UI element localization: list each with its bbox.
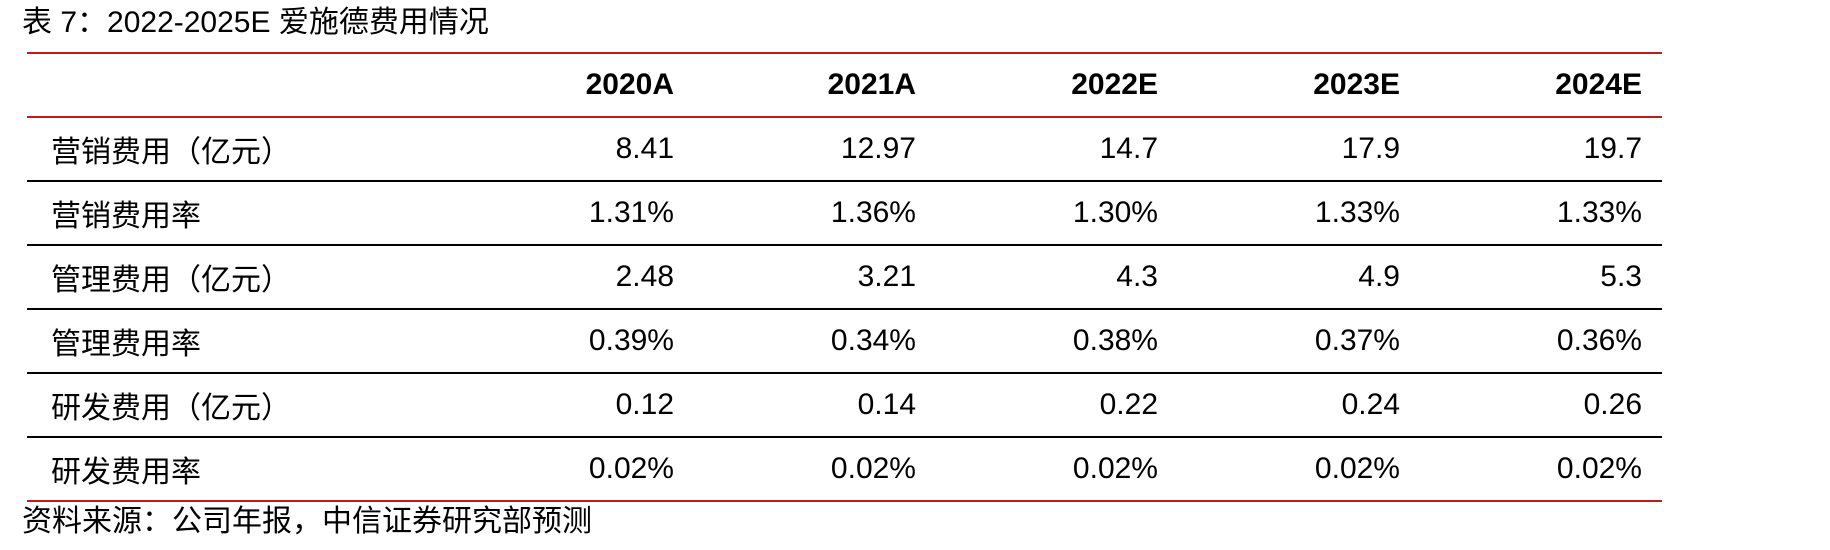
header-cell-2021a: 2021A [827,68,916,101]
table-cell: 2.48 [615,260,674,293]
header-cell-2024e: 2024E [1555,68,1642,101]
row-label: 营销费用率 [51,200,201,233]
table-cell: 1.33% [1314,196,1400,229]
table-cell: 1.36% [830,196,916,229]
table-row: 营销费用率 1.31% 1.36% 1.30% 1.33% 1.33% [27,181,1662,245]
row-label: 管理费用（亿元） [51,264,291,297]
table-cell: 0.02% [588,452,674,485]
table-cell: 0.14 [857,388,916,421]
table-cell: 4.3 [1116,260,1158,293]
table-cell: 0.22 [1099,388,1158,421]
table-cell: 19.7 [1583,132,1642,165]
table-cell: 0.02% [1556,452,1642,485]
table-cell: 1.30% [1072,196,1158,229]
table-cell: 1.33% [1556,196,1642,229]
header-cell-2023e: 2023E [1313,68,1400,101]
row-label: 研发费用（亿元） [51,392,291,425]
header-cell-2022e: 2022E [1071,68,1158,101]
table-row: 研发费用（亿元） 0.12 0.14 0.22 0.24 0.26 [27,373,1662,437]
table-cell: 0.38% [1072,324,1158,357]
table-row: 管理费用率 0.39% 0.34% 0.38% 0.37% 0.36% [27,309,1662,373]
source-note: 资料来源：公司年报，中信证券研究部预测 [22,505,592,538]
row-label: 营销费用（亿元） [51,136,291,169]
header-cell-label [27,53,452,117]
row-label: 管理费用率 [51,328,201,361]
table-cell: 0.02% [830,452,916,485]
table-row: 管理费用（亿元） 2.48 3.21 4.3 4.9 5.3 [27,245,1662,309]
table-cell: 0.12 [615,388,674,421]
table-cell: 4.9 [1358,260,1400,293]
table-row: 研发费用率 0.02% 0.02% 0.02% 0.02% 0.02% [27,437,1662,501]
table-cell: 0.24 [1341,388,1400,421]
table-cell: 5.3 [1600,260,1642,293]
table-cell: 1.31% [588,196,674,229]
table-cell: 8.41 [615,132,674,165]
table-cell: 3.21 [857,260,916,293]
table-header-row: 2020A 2021A 2022E 2023E 2024E [27,53,1662,117]
table-cell: 14.7 [1099,132,1158,165]
table-caption: 表 7：2022-2025E 爱施德费用情况 [22,6,489,39]
header-cell-2020a: 2020A [585,68,674,101]
table-cell: 0.34% [830,324,916,357]
expense-table: 2020A 2021A 2022E 2023E 2024E 营销费用（亿元） 8… [27,52,1662,502]
table-cell: 0.39% [588,324,674,357]
table-cell: 0.02% [1072,452,1158,485]
table-cell: 0.02% [1314,452,1400,485]
table-cell: 17.9 [1341,132,1400,165]
table-cell: 0.36% [1556,324,1642,357]
row-label: 研发费用率 [51,456,201,489]
table-row: 营销费用（亿元） 8.41 12.97 14.7 17.9 19.7 [27,117,1662,181]
table-cell: 12.97 [840,132,916,165]
table-cell: 0.37% [1314,324,1400,357]
table-cell: 0.26 [1583,388,1642,421]
